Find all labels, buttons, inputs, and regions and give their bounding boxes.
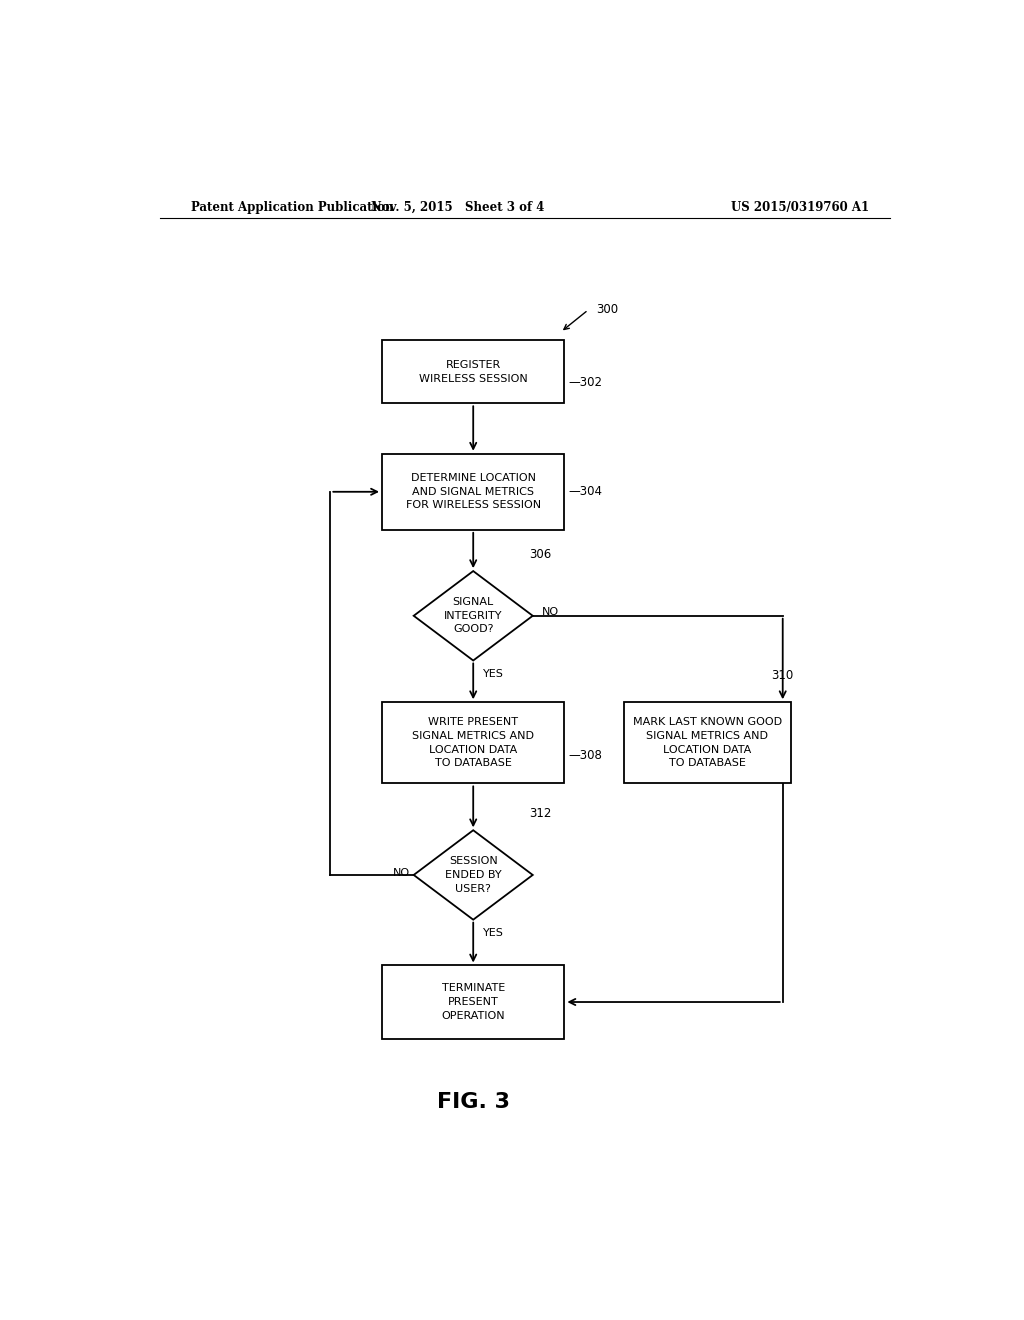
Text: MARK LAST KNOWN GOOD
SIGNAL METRICS AND
LOCATION DATA
TO DATABASE: MARK LAST KNOWN GOOD SIGNAL METRICS AND … (633, 718, 782, 768)
Polygon shape (414, 572, 532, 660)
Text: 306: 306 (528, 548, 551, 561)
Text: SIGNAL
INTEGRITY
GOOD?: SIGNAL INTEGRITY GOOD? (444, 597, 503, 635)
Text: —308: —308 (568, 748, 602, 762)
Text: YES: YES (482, 928, 504, 937)
Bar (624, 702, 791, 784)
Bar (382, 454, 564, 529)
Text: Patent Application Publication: Patent Application Publication (191, 201, 394, 214)
Text: 312: 312 (528, 807, 551, 820)
Text: WRITE PRESENT
SIGNAL METRICS AND
LOCATION DATA
TO DATABASE: WRITE PRESENT SIGNAL METRICS AND LOCATIO… (413, 718, 535, 768)
Text: NO: NO (543, 607, 559, 616)
Bar (382, 965, 564, 1039)
Text: US 2015/0319760 A1: US 2015/0319760 A1 (731, 201, 869, 214)
Text: 300: 300 (596, 304, 618, 317)
Bar (382, 702, 564, 784)
Text: —302: —302 (568, 375, 602, 388)
Text: DETERMINE LOCATION
AND SIGNAL METRICS
FOR WIRELESS SESSION: DETERMINE LOCATION AND SIGNAL METRICS FO… (406, 473, 541, 511)
Text: 310: 310 (771, 669, 793, 682)
Text: TERMINATE
PRESENT
OPERATION: TERMINATE PRESENT OPERATION (441, 983, 505, 1020)
Text: —304: —304 (568, 486, 602, 498)
Text: REGISTER
WIRELESS SESSION: REGISTER WIRELESS SESSION (419, 360, 527, 384)
Bar (382, 341, 564, 404)
Text: SESSION
ENDED BY
USER?: SESSION ENDED BY USER? (444, 857, 502, 894)
Text: Nov. 5, 2015   Sheet 3 of 4: Nov. 5, 2015 Sheet 3 of 4 (371, 201, 544, 214)
Text: FIG. 3: FIG. 3 (436, 1092, 510, 1111)
Polygon shape (414, 830, 532, 920)
Text: YES: YES (482, 669, 504, 678)
Text: NO: NO (392, 869, 410, 878)
